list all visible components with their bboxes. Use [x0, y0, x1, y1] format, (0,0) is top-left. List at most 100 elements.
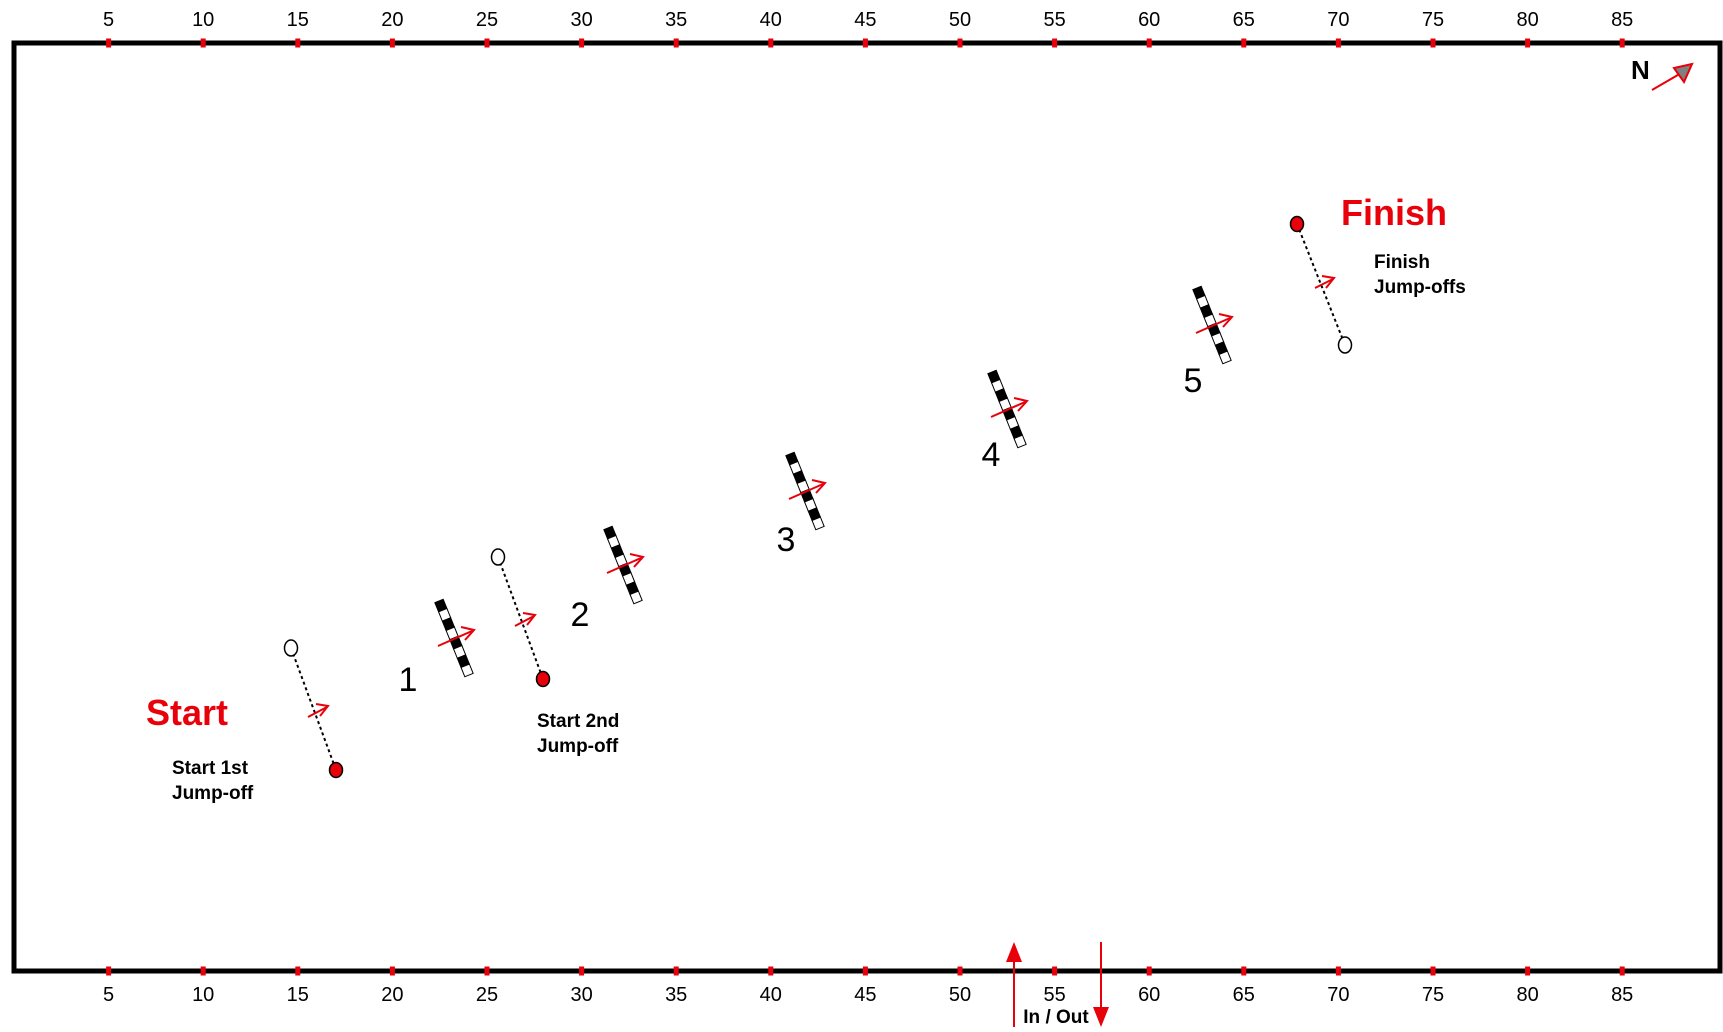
in-arrow-head — [1006, 942, 1022, 962]
scale-tick-label-top: 70 — [1327, 9, 1349, 31]
arrow-right-icon — [990, 401, 1026, 418]
scale-tick-top — [957, 38, 963, 48]
fence-rail-segment — [811, 516, 825, 531]
arrow-head — [1321, 275, 1336, 289]
out-arrow-head — [1093, 1007, 1109, 1027]
scale-tick-label-bottom: 50 — [949, 984, 971, 1006]
scale-tick-top — [484, 38, 490, 48]
white-flag-marker-icon — [490, 548, 506, 566]
north-indicator: N — [1631, 55, 1694, 91]
scale-tick-label-bottom: 80 — [1516, 984, 1538, 1006]
start-1st-jumpoff-line — [283, 639, 344, 779]
fence-3 — [785, 451, 825, 531]
start-2nd-label-line1: Start 2nd — [537, 711, 619, 732]
start-2nd-label-line2: Jump-off — [537, 736, 619, 757]
scale-tick-label-top: 30 — [570, 9, 592, 31]
fence-rail-segment — [460, 663, 474, 678]
arrow-head — [629, 553, 645, 568]
scale-tick-top — [673, 38, 679, 48]
scale-tick-label-bottom: 70 — [1327, 984, 1349, 1006]
finish-jumpoffs-label-line1: Finish — [1374, 252, 1430, 273]
arrow-head — [522, 612, 537, 626]
obstacle-number-3: 3 — [777, 521, 796, 559]
fence-rail-segment — [1013, 434, 1027, 449]
scale-tick-bottom — [862, 966, 868, 976]
scale-tick-bottom — [389, 966, 395, 976]
white-flag-marker-icon — [283, 639, 299, 657]
scale-tick-label-top: 45 — [854, 9, 876, 31]
arena-border — [11, 40, 1723, 974]
arrow-right-icon — [788, 483, 824, 500]
scale-bottom: 5 10 15 20 25 30 35 40 45 50 55 60 65 70 75 80 85 — [103, 966, 1633, 1006]
scale-tick-bottom — [768, 966, 774, 976]
scale-tick-bottom — [1146, 966, 1152, 976]
scale-tick-top — [1052, 38, 1058, 48]
scale-tick-top — [1525, 38, 1531, 48]
scale-tick-label-top: 10 — [192, 9, 214, 31]
scale-tick-top — [768, 38, 774, 48]
arrow-head — [460, 626, 476, 641]
scale-tick-top — [389, 38, 395, 48]
obstacle-number-1: 1 — [399, 661, 418, 699]
scale-tick-label-top: 75 — [1422, 9, 1444, 31]
compass-north-icon — [1672, 62, 1694, 85]
entrance-arrows-icon — [1006, 942, 1109, 1027]
scale-tick-label-bottom: 5 — [103, 984, 114, 1006]
obstacle-number-5: 5 — [1184, 362, 1203, 400]
scale-tick-label-top: 80 — [1516, 9, 1538, 31]
scale-tick-top — [200, 38, 206, 48]
finish-line-dashed — [1296, 223, 1346, 346]
scale-tick-label-bottom: 35 — [665, 984, 687, 1006]
scale-tick-label-bottom: 10 — [192, 984, 214, 1006]
scale-tick-top — [1241, 38, 1247, 48]
scale-tick-bottom — [200, 966, 206, 976]
scale-tick-top — [1619, 38, 1625, 48]
scale-tick-label-top: 50 — [949, 9, 971, 31]
scale-tick-top — [1430, 38, 1436, 48]
scale-tick-label-bottom: 65 — [1233, 984, 1255, 1006]
finish-line — [1289, 215, 1353, 354]
direction-arrow-icon — [307, 706, 328, 718]
arrow-right-icon — [1195, 317, 1231, 334]
start-1st-label-line1: Start 1st — [172, 758, 249, 779]
start-line-dashed — [290, 647, 337, 771]
fence-rail-segment — [1218, 350, 1232, 365]
scale-tick-label-top: 25 — [476, 9, 498, 31]
scale-tick-bottom — [1619, 966, 1625, 976]
scale-tick-bottom — [957, 966, 963, 976]
fence-1 — [434, 598, 474, 678]
arrow-head — [811, 479, 827, 494]
scale-tick-label-top: 65 — [1233, 9, 1255, 31]
arrow-right-icon — [437, 630, 473, 647]
scale-tick-label-top: 35 — [665, 9, 687, 31]
obstacle-number-2: 2 — [571, 596, 590, 634]
start-2nd-jumpoff-line — [490, 548, 551, 688]
scale-tick-label-bottom: 75 — [1422, 984, 1444, 1006]
finish-jumpoffs-label-line2: Jump-offs — [1374, 277, 1466, 298]
scale-tick-bottom — [484, 966, 490, 976]
red-flag-marker-icon — [328, 761, 344, 779]
in-out-label: In / Out — [1023, 1007, 1089, 1027]
scale-tick-label-bottom: 25 — [476, 984, 498, 1006]
scale-tick-label-top: 60 — [1138, 9, 1160, 31]
scale-tick-label-top: 40 — [760, 9, 782, 31]
white-flag-marker-icon — [1337, 336, 1353, 354]
start2-line-dashed — [497, 556, 544, 680]
scale-tick-label-bottom: 85 — [1611, 984, 1633, 1006]
arrow-head — [1218, 313, 1234, 328]
scale-tick-label-bottom: 20 — [381, 984, 403, 1006]
scale-tick-bottom — [673, 966, 679, 976]
scale-tick-label-bottom: 40 — [760, 984, 782, 1006]
obstacle-number-4: 4 — [982, 436, 1001, 474]
scale-tick-label-bottom: 60 — [1138, 984, 1160, 1006]
direction-arrow-icon — [1314, 278, 1334, 289]
finish-label: Finish — [1341, 192, 1447, 233]
direction-arrow-icon — [514, 615, 535, 627]
scale-tick-top — [862, 38, 868, 48]
start-1st-label-line2: Jump-off — [172, 783, 254, 804]
scale-tick-bottom — [1525, 966, 1531, 976]
scale-tick-label-top: 15 — [287, 9, 309, 31]
fence-5 — [1192, 285, 1232, 365]
